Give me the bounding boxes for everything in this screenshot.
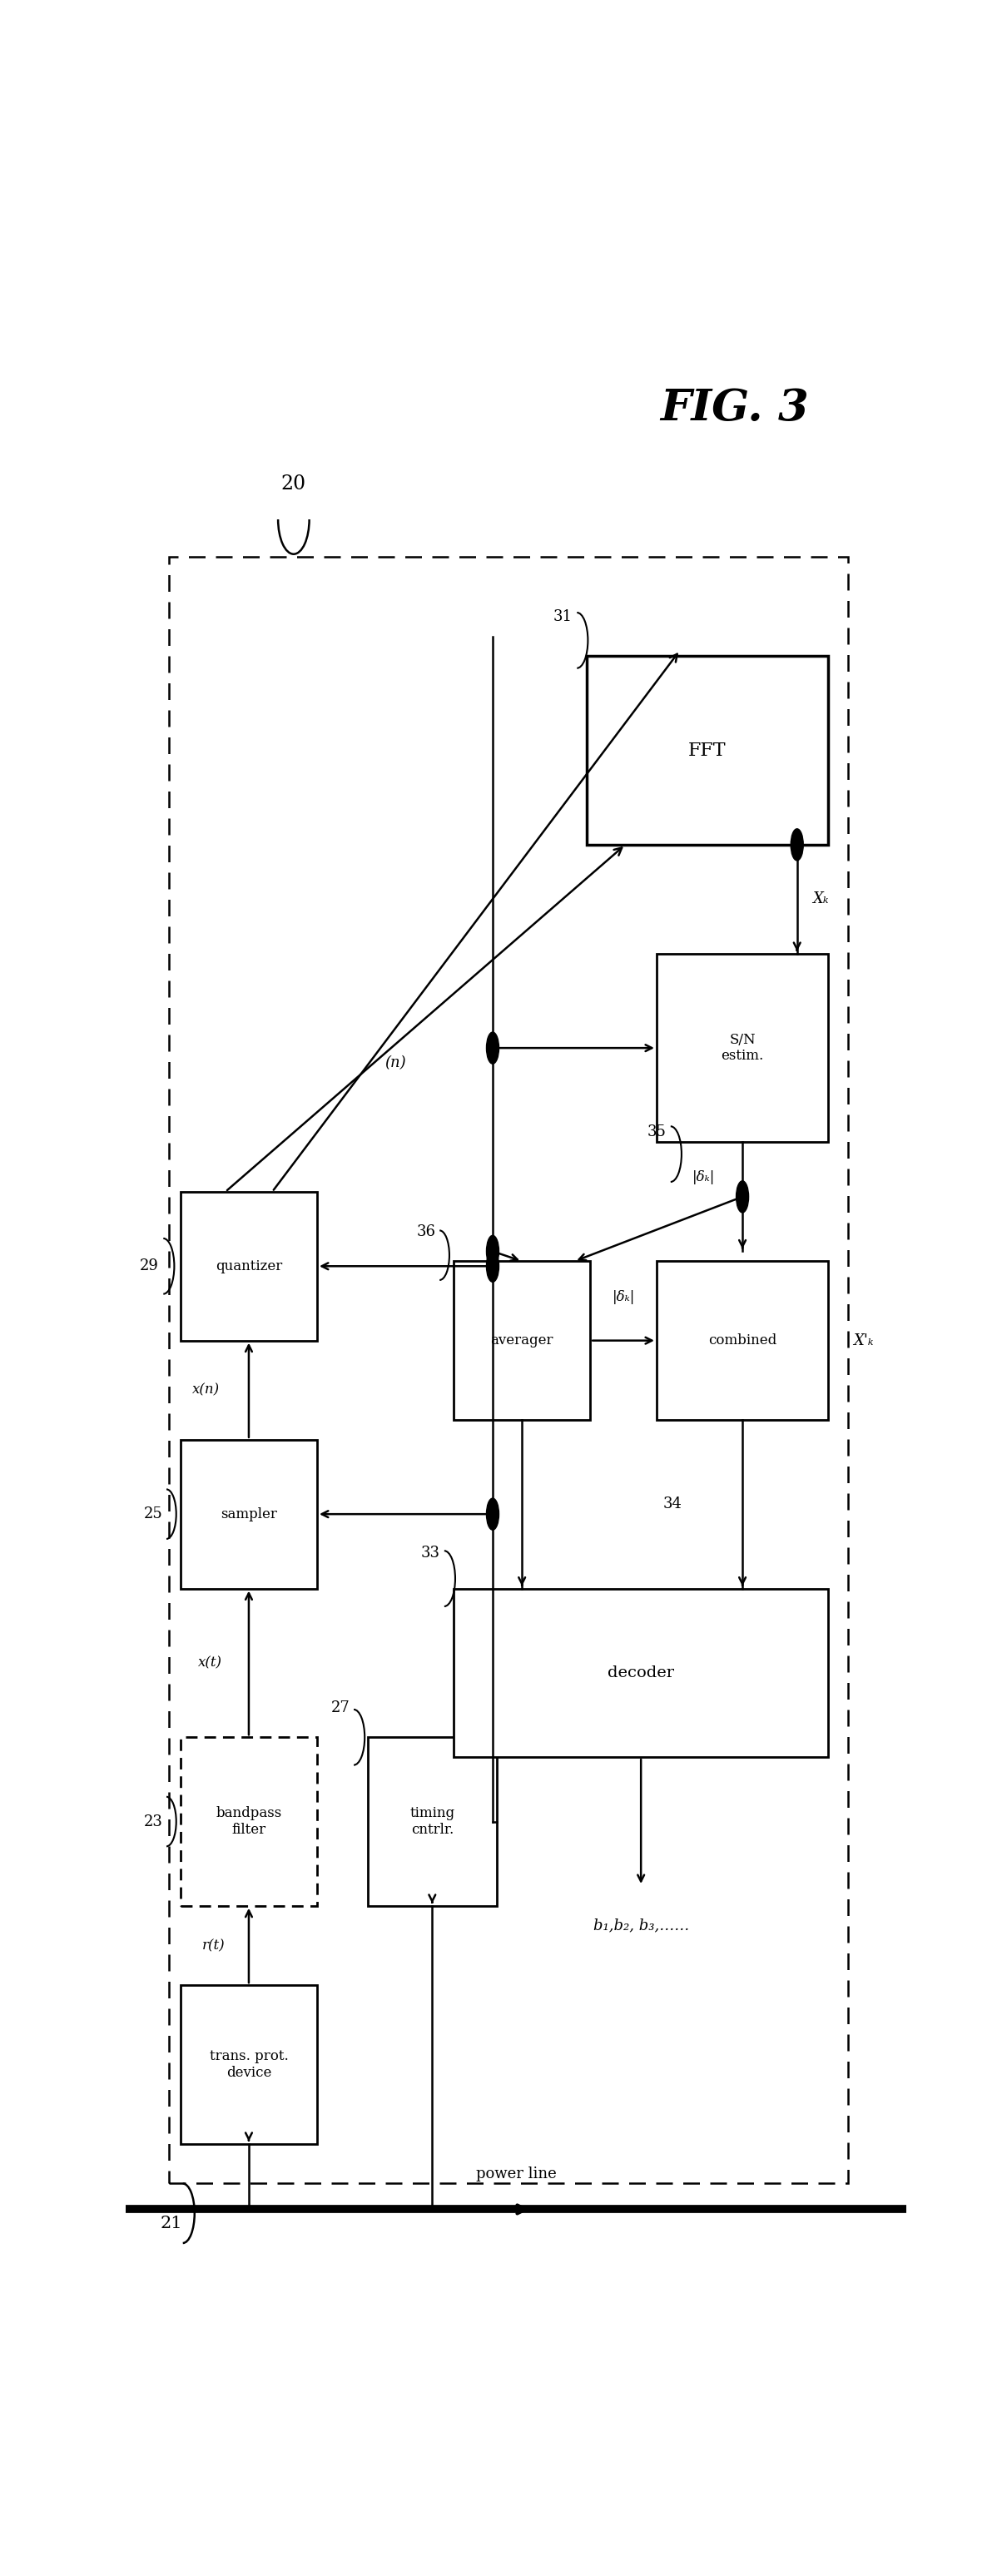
Text: 29: 29 (140, 1260, 159, 1273)
Text: 20: 20 (281, 474, 306, 492)
Text: S/N
estim.: S/N estim. (721, 1033, 763, 1064)
FancyBboxPatch shape (657, 953, 828, 1141)
Text: 31: 31 (553, 608, 573, 623)
Text: 36: 36 (417, 1224, 436, 1239)
FancyBboxPatch shape (586, 657, 828, 845)
Text: power line: power line (476, 2166, 556, 2182)
Text: x(t): x(t) (197, 1656, 222, 1669)
Text: (n): (n) (385, 1056, 406, 1072)
Text: 35: 35 (648, 1126, 666, 1139)
Text: sampler: sampler (221, 1507, 277, 1522)
Text: decoder: decoder (607, 1664, 675, 1680)
Text: FIG. 3: FIG. 3 (661, 386, 809, 430)
Circle shape (486, 1499, 498, 1530)
FancyBboxPatch shape (453, 1589, 828, 1757)
Text: trans. prot.
device: trans. prot. device (209, 2050, 288, 2079)
FancyBboxPatch shape (453, 1262, 590, 1419)
Text: averager: averager (490, 1334, 554, 1347)
Text: |δₖ|: |δₖ| (612, 1291, 634, 1303)
FancyBboxPatch shape (180, 1986, 317, 2143)
Text: |δₖ|: |δₖ| (692, 1170, 715, 1185)
FancyBboxPatch shape (368, 1736, 496, 1906)
Text: 27: 27 (331, 1700, 350, 1716)
Text: quantizer: quantizer (215, 1260, 282, 1273)
Text: 33: 33 (421, 1546, 440, 1561)
Circle shape (486, 1249, 498, 1283)
Circle shape (486, 1236, 498, 1267)
Text: 25: 25 (144, 1507, 163, 1522)
FancyBboxPatch shape (657, 1262, 828, 1419)
Text: 34: 34 (663, 1497, 682, 1512)
Circle shape (486, 1033, 498, 1064)
Text: r(t): r(t) (202, 1940, 226, 1953)
FancyBboxPatch shape (180, 1440, 317, 1589)
Circle shape (736, 1180, 748, 1213)
Text: Xₖ: Xₖ (813, 891, 829, 907)
Text: x(n): x(n) (192, 1383, 220, 1396)
Text: 23: 23 (144, 1814, 163, 1829)
FancyBboxPatch shape (180, 1736, 317, 1906)
Text: combined: combined (708, 1334, 776, 1347)
Text: 21: 21 (160, 2215, 182, 2231)
Text: b₁,b₂, b₃,……: b₁,b₂, b₃,…… (593, 1919, 689, 1932)
FancyBboxPatch shape (169, 556, 848, 2184)
Text: FFT: FFT (689, 742, 726, 760)
Text: X'ₖ: X'ₖ (853, 1332, 873, 1347)
Circle shape (790, 829, 804, 860)
Text: bandpass
filter: bandpass filter (215, 1806, 282, 1837)
FancyBboxPatch shape (180, 1193, 317, 1340)
Text: timing
cntrlr.: timing cntrlr. (410, 1806, 455, 1837)
